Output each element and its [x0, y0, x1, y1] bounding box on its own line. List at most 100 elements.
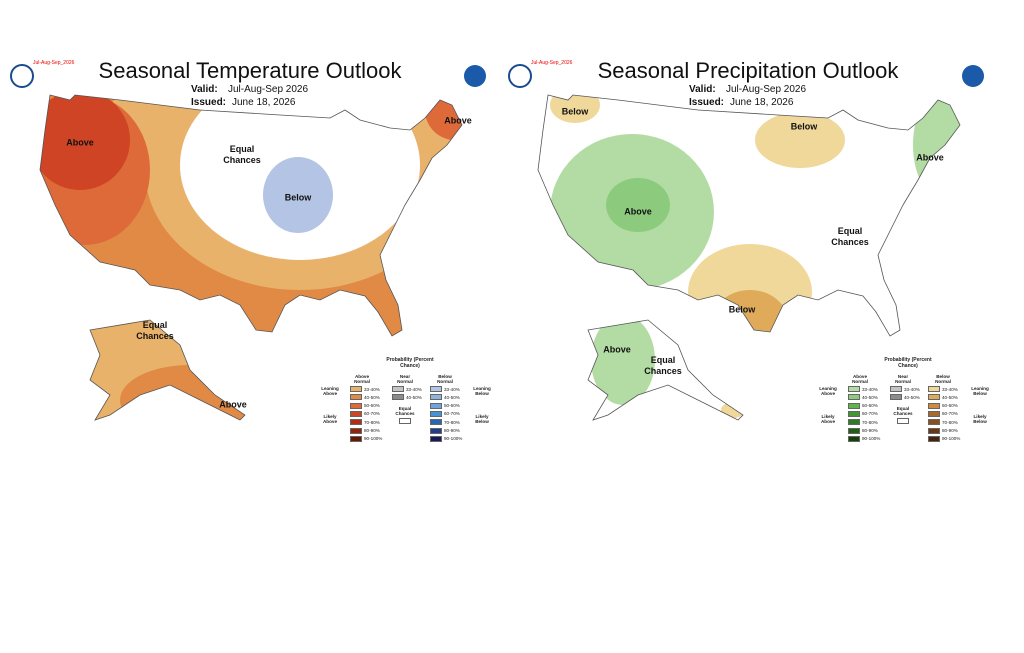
legend-range: 33-40%	[364, 386, 380, 392]
legend-range: 33-40%	[406, 386, 422, 392]
valid: Jul-Aug-Sep 2026	[228, 84, 309, 95]
legend-swatch	[350, 402, 362, 409]
valid-label: Valid:	[689, 84, 716, 95]
legend-range: 60-70%	[942, 411, 958, 417]
region-label: Above	[444, 115, 472, 126]
legend-range: 50-60%	[862, 403, 878, 409]
legend-swatch	[928, 394, 940, 401]
region-label: Equal Chances	[136, 320, 174, 341]
legend-header: Below Normal	[437, 374, 453, 384]
issued-label: Issued:	[689, 97, 725, 108]
legend-side: Likely Above	[820, 414, 836, 424]
legend-range: 90-100%	[444, 436, 463, 442]
legend-range: 60-70%	[862, 411, 878, 417]
legend-range: 40-50%	[904, 394, 920, 400]
legend-swatch	[848, 394, 860, 401]
legend-range: 50-60%	[364, 403, 380, 409]
legend-side: Leaning Below	[473, 386, 491, 396]
legend-range: 70-80%	[364, 419, 380, 425]
legend-range: 33-40%	[444, 386, 460, 392]
legend-side: Likely Above	[322, 414, 338, 424]
legend-swatch	[430, 402, 442, 409]
legend-swatch	[848, 435, 860, 442]
legend-title: Probability (Percent Chance)	[884, 357, 932, 369]
legend-side: Likely Below	[973, 414, 987, 424]
region-label: Above	[603, 344, 631, 355]
legend-title: Probability (Percent Chance)	[386, 357, 434, 369]
legend-swatch	[848, 410, 860, 417]
legend-range: 80-90%	[364, 428, 380, 433]
legend-swatch	[897, 418, 909, 424]
valid: Jul-Aug-Sep 2026	[726, 84, 807, 95]
issued: June 18, 2026	[730, 97, 794, 108]
region-label: Below	[284, 192, 312, 203]
legend-range: 33-40%	[942, 386, 958, 392]
legend-swatch	[928, 435, 940, 442]
legend-side: Likely Below	[475, 414, 489, 424]
region-label: Below	[561, 106, 589, 117]
legend-swatch	[848, 386, 860, 392]
legend-range: 70-80%	[942, 419, 958, 425]
legend-swatch	[392, 386, 404, 392]
region-label: Above	[916, 152, 944, 163]
legend-range: 40-50%	[862, 394, 878, 400]
legend-swatch	[350, 427, 362, 434]
legend-range: 33-40%	[904, 386, 920, 392]
region-label: Above	[624, 206, 652, 217]
tag: Jul-Aug-Sep_2026	[531, 60, 573, 66]
title: Seasonal Temperature Outlook	[98, 58, 402, 83]
legend-range: 33-40%	[862, 386, 878, 392]
legend-swatch	[848, 419, 860, 426]
legend-range: 90-100%	[862, 436, 881, 442]
legend-side: Leaning Below	[971, 386, 989, 396]
legend-range: 60-70%	[364, 411, 380, 417]
noaa-logo	[962, 65, 984, 87]
legend-range: 70-80%	[862, 419, 878, 425]
legend-header: Near Normal	[397, 374, 413, 384]
legend-range: 80-90%	[862, 428, 878, 433]
legend-swatch	[928, 402, 940, 409]
issued: June 18, 2026	[232, 97, 296, 108]
legend-range: 50-60%	[942, 403, 958, 409]
legend-range: 90-100%	[364, 436, 383, 442]
legend-swatch	[350, 410, 362, 417]
legend-swatch	[430, 394, 442, 401]
legend-swatch	[430, 410, 442, 417]
region-label: Equal Chances	[831, 226, 869, 247]
noaa-logo	[464, 65, 486, 87]
legend-header: Near Normal	[895, 374, 911, 384]
legend-side: Leaning Above	[819, 386, 837, 396]
legend-swatch	[848, 427, 860, 434]
valid-label: Valid:	[191, 84, 218, 95]
legend-swatch	[399, 418, 411, 424]
region-label: Equal Chances	[223, 144, 261, 165]
legend-range: 40-50%	[364, 394, 380, 400]
legend-swatch	[928, 419, 940, 426]
legend-range: 40-50%	[406, 394, 422, 400]
legend-swatch	[350, 435, 362, 442]
legend-swatch	[928, 386, 940, 392]
legend-range: 80-90%	[444, 428, 460, 433]
title: Seasonal Precipitation Outlook	[597, 58, 899, 83]
legend-side: Leaning Above	[321, 386, 339, 396]
doc-logo	[10, 64, 34, 88]
legend-header: Above Normal	[852, 374, 868, 384]
legend-range: 40-50%	[444, 394, 460, 400]
legend-swatch	[430, 386, 442, 392]
tag: Jul-Aug-Sep_2026	[33, 60, 75, 66]
region-label: Below	[728, 304, 756, 315]
legend-swatch	[430, 435, 442, 442]
region-label: Below	[790, 121, 818, 132]
legend-swatch	[392, 394, 404, 401]
legend-swatch	[430, 419, 442, 426]
doc-logo	[508, 64, 532, 88]
legend-range: 50-60%	[444, 403, 460, 409]
legend-swatch	[928, 427, 940, 434]
legend-equal-chances: Equal Chances	[893, 406, 913, 416]
legend-range: 70-80%	[444, 419, 460, 425]
legend-range: 60-70%	[444, 411, 460, 417]
legend-range: 40-50%	[942, 394, 958, 400]
